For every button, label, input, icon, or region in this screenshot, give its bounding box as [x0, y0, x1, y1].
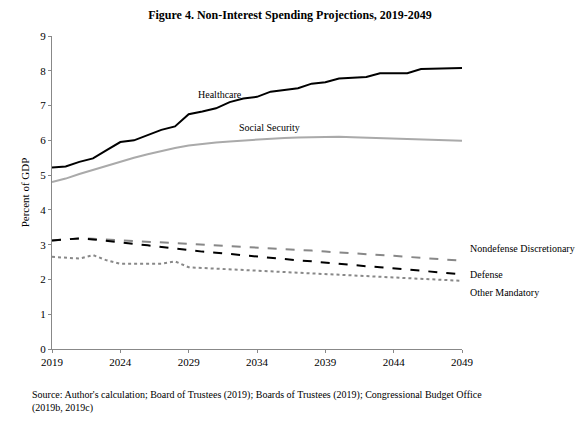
svg-text:Figure 4. Non-Interest Spendin: Figure 4. Non-Interest Spending Projecti…: [148, 8, 432, 22]
svg-text:2049: 2049: [451, 356, 474, 368]
svg-text:2024: 2024: [109, 356, 132, 368]
svg-text:2019: 2019: [41, 356, 64, 368]
svg-text:7: 7: [40, 99, 46, 111]
svg-text:3: 3: [40, 239, 46, 251]
svg-text:4: 4: [40, 204, 46, 216]
svg-text:6: 6: [40, 134, 46, 146]
svg-text:Nondefense Discretionary: Nondefense Discretionary: [470, 243, 575, 254]
svg-text:2: 2: [40, 273, 46, 285]
svg-text:2029: 2029: [178, 356, 201, 368]
svg-text:2044: 2044: [383, 356, 406, 368]
svg-text:Healthcare: Healthcare: [198, 89, 242, 100]
svg-text:1: 1: [40, 308, 46, 320]
svg-text:2039: 2039: [314, 356, 337, 368]
svg-text:Percent of GDP: Percent of GDP: [19, 158, 31, 228]
svg-text:Social Security: Social Security: [239, 122, 300, 133]
svg-text:Defense: Defense: [470, 269, 503, 280]
svg-text:9: 9: [40, 30, 46, 42]
svg-text:Source: Author's calculation;: Source: Author's calculation; Board of T…: [32, 389, 482, 414]
svg-text:Other Mandatory: Other Mandatory: [470, 287, 539, 298]
svg-text:5: 5: [40, 169, 46, 181]
svg-text:0: 0: [40, 343, 46, 355]
svg-text:8: 8: [40, 65, 46, 77]
svg-text:2034: 2034: [246, 356, 269, 368]
